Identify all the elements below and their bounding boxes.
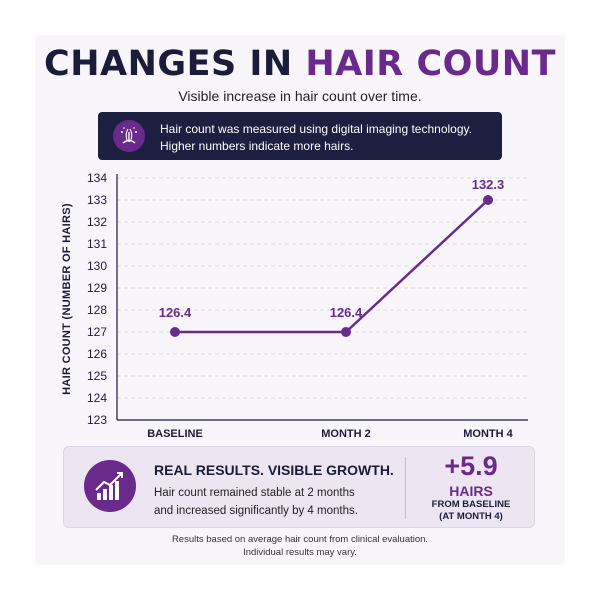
info-line-2: Higher numbers indicate more hairs. bbox=[160, 139, 354, 153]
data-point bbox=[170, 327, 180, 337]
y-tick-label: 130 bbox=[87, 259, 107, 273]
y-tick-label: 129 bbox=[87, 281, 107, 295]
x-tick-label: BASELINE bbox=[147, 428, 203, 440]
page-subtitle: Visible increase in hair count over time… bbox=[178, 88, 422, 104]
x-tick-label: MONTH 4 bbox=[463, 428, 513, 440]
y-tick-label: 132 bbox=[87, 215, 107, 229]
data-point bbox=[483, 195, 493, 205]
y-tick-label: 125 bbox=[87, 369, 107, 383]
x-tick-label: MONTH 2 bbox=[321, 428, 371, 440]
info-banner: Hair count was measured using digital im… bbox=[98, 112, 502, 160]
hair-follicle-icon bbox=[113, 120, 145, 152]
y-tick-label: 131 bbox=[87, 237, 107, 251]
data-point bbox=[341, 327, 351, 337]
y-axis-label: HAIR COUNT (NUMBER OF HAIRS) bbox=[61, 203, 73, 395]
data-label: 126.4 bbox=[330, 305, 363, 320]
y-tick-label: 124 bbox=[87, 391, 107, 405]
results-title: REAL RESULTS. VISIBLE GROWTH. bbox=[154, 462, 394, 478]
info-line-1: Hair count was measured using digital im… bbox=[160, 122, 472, 136]
data-label: 126.4 bbox=[159, 305, 192, 320]
y-tick-label: 133 bbox=[87, 193, 107, 207]
page-title: CHANGES IN HAIR COUNT bbox=[0, 44, 600, 84]
y-tick-label: 126 bbox=[87, 347, 107, 361]
y-tick-label: 134 bbox=[87, 171, 107, 185]
results-text-line-2: and increased significantly by 4 months. bbox=[154, 505, 358, 517]
stat-value: +5.9 bbox=[444, 451, 498, 481]
footnote-line-2: Individual results may vary. bbox=[243, 547, 357, 558]
title-part-2: HAIR COUNT bbox=[305, 44, 556, 84]
footnote-line-1: Results based on average hair count from… bbox=[171, 534, 429, 545]
stat-note-1: FROM BASELINE bbox=[431, 499, 511, 510]
title-part-1: CHANGES IN bbox=[44, 44, 293, 84]
results-divider bbox=[405, 457, 406, 519]
y-tick-label: 123 bbox=[87, 413, 107, 427]
stat-note-2: (AT MONTH 4) bbox=[439, 511, 503, 522]
stat-unit: HAIRS bbox=[449, 483, 493, 499]
growth-chart-icon bbox=[84, 460, 136, 512]
data-label: 132.3 bbox=[472, 177, 505, 192]
results-text-line-1: Hair count remained stable at 2 months bbox=[154, 487, 355, 499]
results-panel: REAL RESULTS. VISIBLE GROWTH. Hair count… bbox=[63, 446, 535, 528]
y-tick-label: 128 bbox=[87, 303, 107, 317]
y-tick-label: 127 bbox=[87, 325, 107, 339]
